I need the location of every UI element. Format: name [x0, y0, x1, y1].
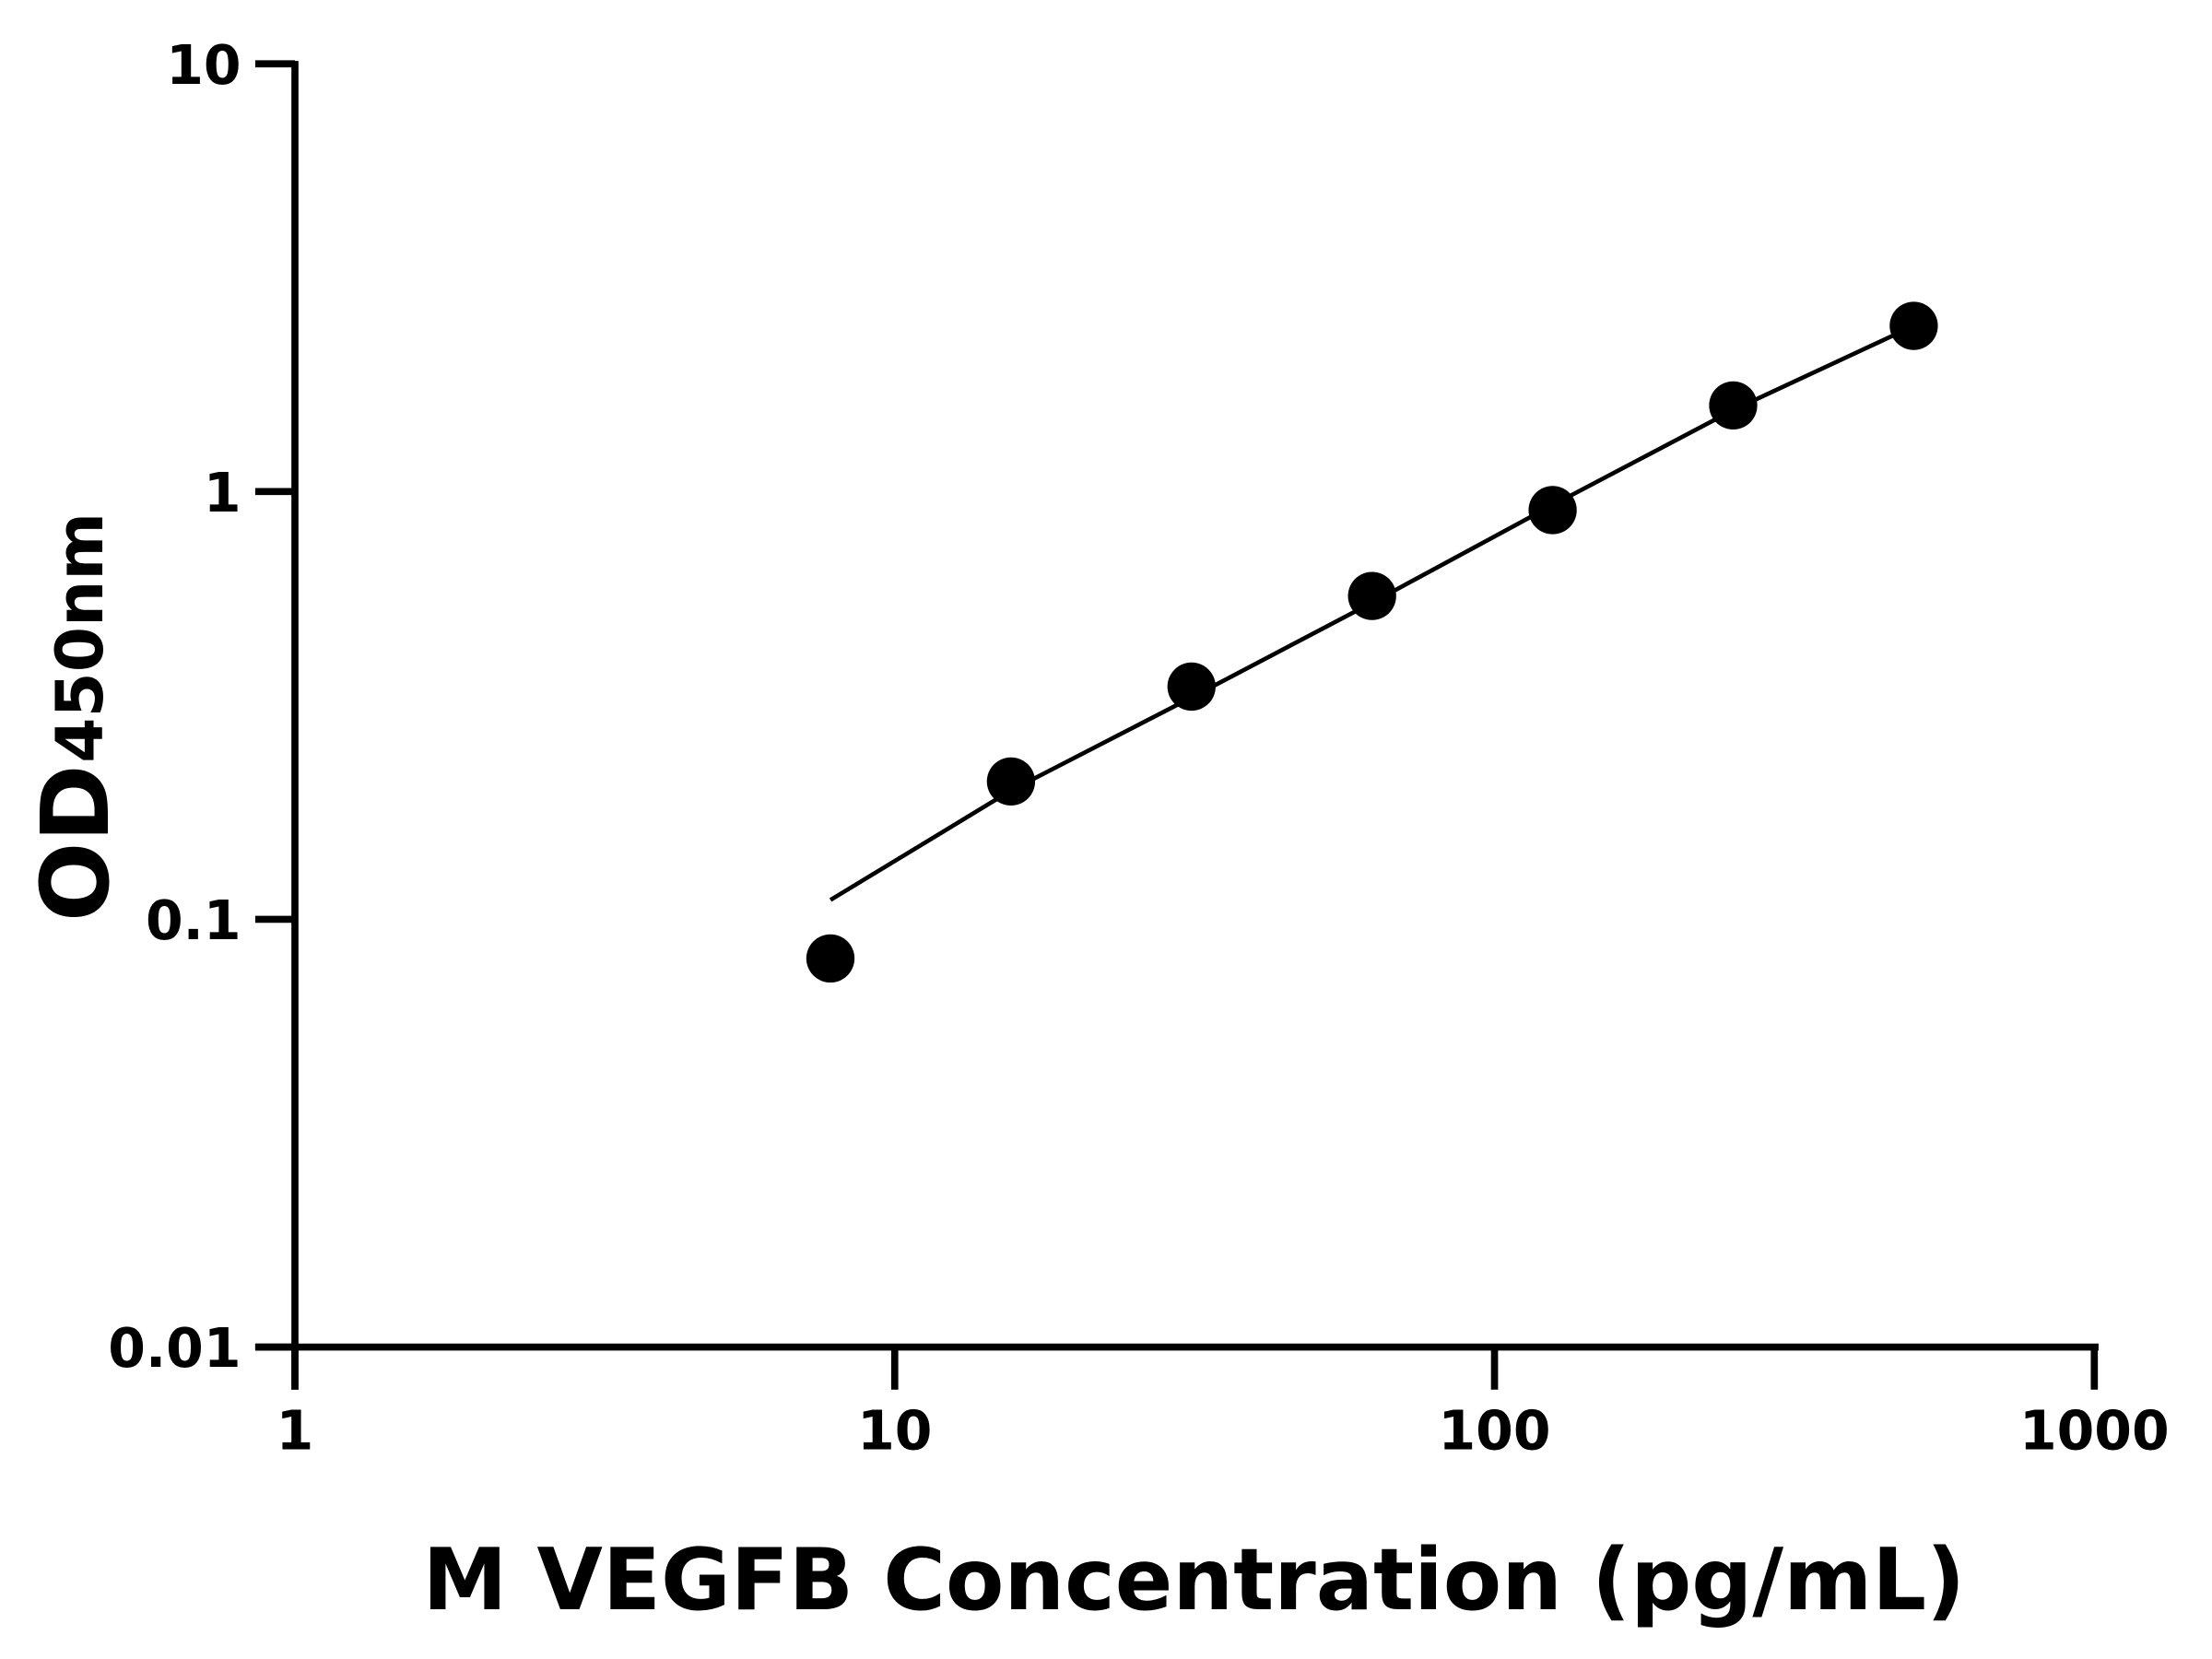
- data-point: [806, 934, 855, 983]
- x-tick-label: 1: [276, 1399, 314, 1462]
- axes: [254, 61, 2099, 1390]
- y-tick-label: 0.1: [146, 889, 241, 952]
- x-tick-label: 10: [857, 1399, 932, 1462]
- data-point: [1889, 301, 1938, 350]
- y-tick-label: 0.01: [108, 1317, 241, 1380]
- y-axis-label-sub: 450nm: [41, 512, 118, 763]
- y-tick-label: 1: [204, 462, 241, 524]
- x-tick-label: 100: [1439, 1399, 1551, 1462]
- data-point: [1709, 381, 1758, 430]
- y-tick-label: 10: [166, 34, 241, 97]
- data-point: [1167, 662, 1216, 712]
- x-axis-label: M VEGFB Concentration (pg/mL): [423, 1530, 1966, 1630]
- data-point: [1528, 486, 1577, 535]
- data-point: [1347, 571, 1396, 620]
- data-point: [986, 757, 1036, 806]
- y-axis-label-main: OD: [21, 764, 130, 922]
- y-axis-label: OD 450nm: [21, 512, 130, 922]
- x-tick-label: 1000: [2019, 1399, 2170, 1462]
